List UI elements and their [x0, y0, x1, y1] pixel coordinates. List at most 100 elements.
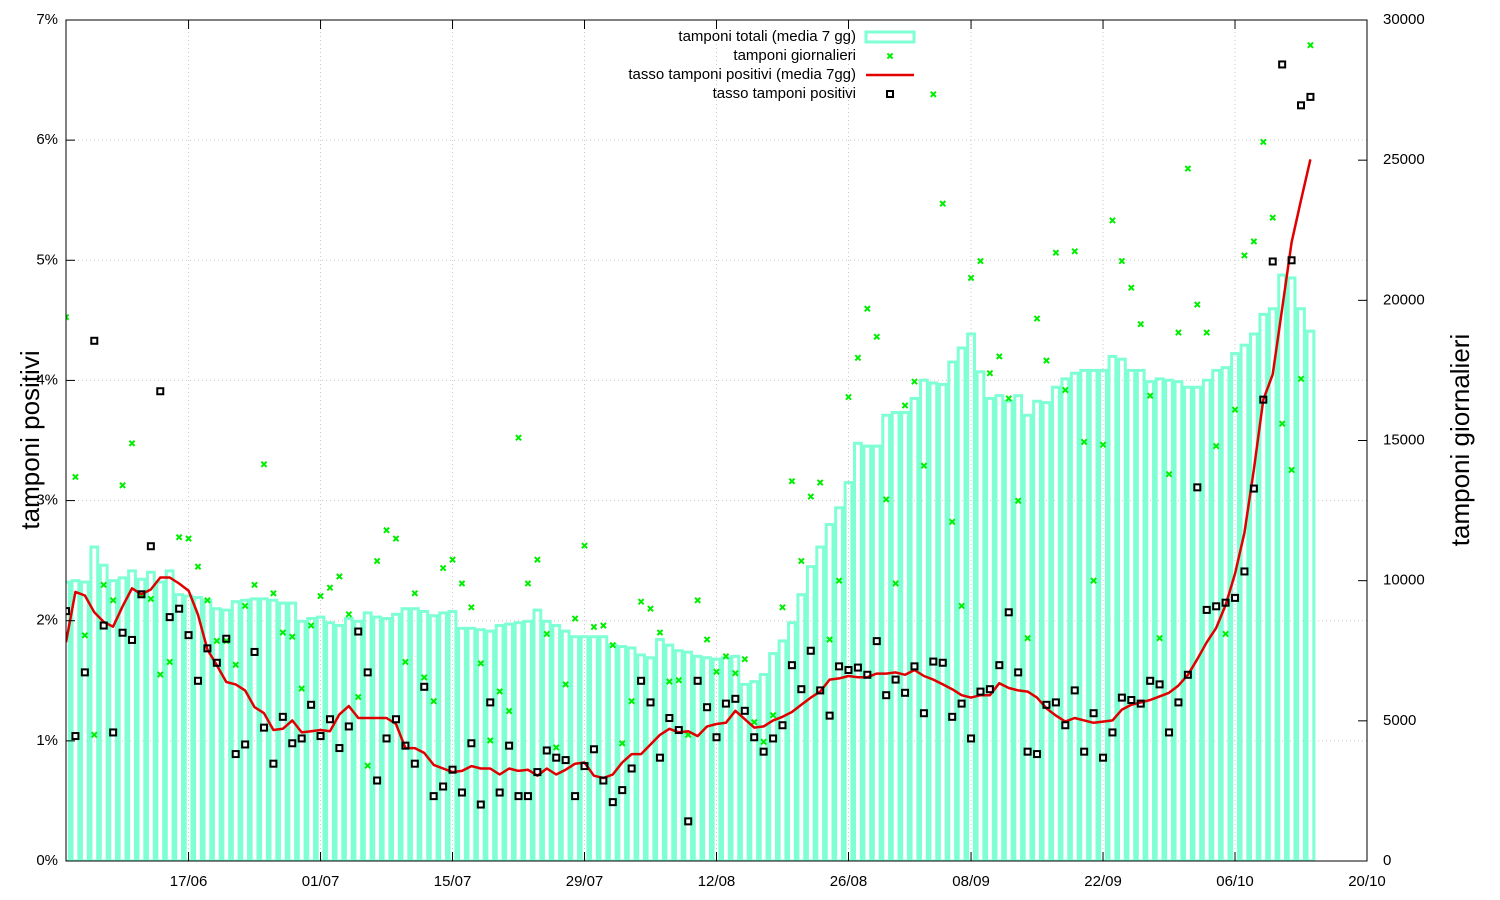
cross-point — [175, 533, 183, 541]
square-point — [1080, 747, 1089, 756]
cross-point — [1193, 301, 1201, 308]
bar — [1164, 378, 1174, 861]
cross-point — [194, 563, 202, 570]
bar — [636, 653, 646, 861]
cross-point — [1090, 577, 1097, 584]
bar — [702, 656, 712, 861]
square-point — [90, 336, 99, 345]
bar — [862, 444, 873, 861]
cross-point — [1137, 320, 1145, 328]
cross-point — [449, 556, 456, 563]
square-point — [910, 662, 919, 671]
bar — [768, 652, 778, 861]
y-tick-label: 5% — [36, 251, 58, 268]
cross-point — [156, 671, 164, 678]
square-point — [806, 646, 815, 655]
square-point — [1231, 593, 1240, 602]
bar — [287, 601, 298, 861]
square-point — [721, 699, 730, 708]
square-point — [684, 817, 693, 826]
square-point — [222, 634, 231, 643]
y-tick-label: 4% — [36, 371, 58, 388]
square-point — [1259, 395, 1268, 404]
cross-point — [958, 602, 965, 610]
cross-point — [251, 581, 258, 589]
cross-point — [713, 668, 720, 676]
legend-label: tasso tamponi positivi (media 7gg) — [628, 66, 856, 83]
y2-tick-label: 10000 — [1383, 572, 1425, 589]
cross-point — [1184, 165, 1192, 172]
bar — [749, 680, 760, 861]
bar — [1050, 385, 1061, 861]
cross-point — [1043, 357, 1050, 364]
square-point — [335, 744, 344, 753]
cross-point — [1259, 138, 1267, 146]
square-point — [1174, 698, 1183, 707]
legend-label: tamponi totali (media 7 gg) — [678, 28, 856, 45]
x-tick-label: 22/09 — [1084, 873, 1122, 890]
bar — [513, 621, 524, 861]
x-tick-label: 26/08 — [830, 873, 868, 890]
square-point — [750, 733, 759, 742]
square-point — [948, 712, 957, 721]
cross-point — [1278, 420, 1286, 427]
bar — [1201, 378, 1212, 861]
y2-tick-label: 30000 — [1383, 11, 1425, 28]
cross-point — [760, 738, 767, 746]
cross-point — [854, 354, 862, 362]
x-tick-label: 29/07 — [566, 873, 604, 890]
cross-point — [1080, 438, 1088, 446]
square-point — [882, 691, 891, 700]
square-point — [769, 734, 778, 743]
legend-label: tamponi giornalieri — [733, 47, 856, 64]
bar — [1211, 368, 1222, 861]
bar — [447, 610, 458, 861]
square-point — [184, 631, 193, 640]
square-point — [929, 657, 938, 666]
bar — [221, 608, 232, 861]
square-point — [250, 647, 259, 656]
square-point — [891, 675, 900, 684]
cross-point — [722, 653, 730, 660]
cross-point — [1128, 284, 1135, 292]
cross-point — [920, 462, 928, 470]
cross-point — [948, 518, 956, 526]
bar — [1192, 385, 1203, 861]
bar — [1267, 307, 1278, 861]
cross-point — [288, 633, 296, 641]
bar — [89, 545, 100, 861]
square-point — [589, 745, 598, 754]
cross-point — [66, 313, 70, 321]
cross-point — [1250, 238, 1258, 245]
cross-point — [100, 581, 108, 589]
cross-point — [892, 580, 899, 587]
square-point — [410, 759, 419, 768]
square-point — [373, 776, 382, 785]
bar — [1107, 354, 1118, 861]
square-point — [627, 764, 636, 773]
square-point — [307, 700, 316, 709]
cross-point — [552, 744, 560, 751]
square-point — [1136, 699, 1145, 708]
bar — [1173, 380, 1184, 861]
square-point — [476, 800, 485, 809]
bar — [1296, 307, 1306, 861]
cross-point — [241, 602, 249, 610]
cross-point — [816, 479, 824, 486]
cross-point — [1231, 406, 1239, 413]
square-point — [797, 685, 806, 694]
bar — [739, 682, 750, 861]
square-point — [391, 715, 400, 724]
x-tick-label: 01/07 — [302, 873, 340, 890]
y2-tick-label: 25000 — [1383, 151, 1425, 168]
bar — [1305, 329, 1316, 861]
bar — [532, 608, 543, 861]
cross-point — [1241, 252, 1248, 259]
cross-point — [72, 473, 79, 481]
legend-swatch — [886, 90, 894, 98]
bar — [645, 656, 656, 861]
cross-point — [600, 622, 607, 629]
bar — [1154, 377, 1165, 861]
square-point — [203, 644, 212, 653]
square-point — [325, 715, 334, 724]
